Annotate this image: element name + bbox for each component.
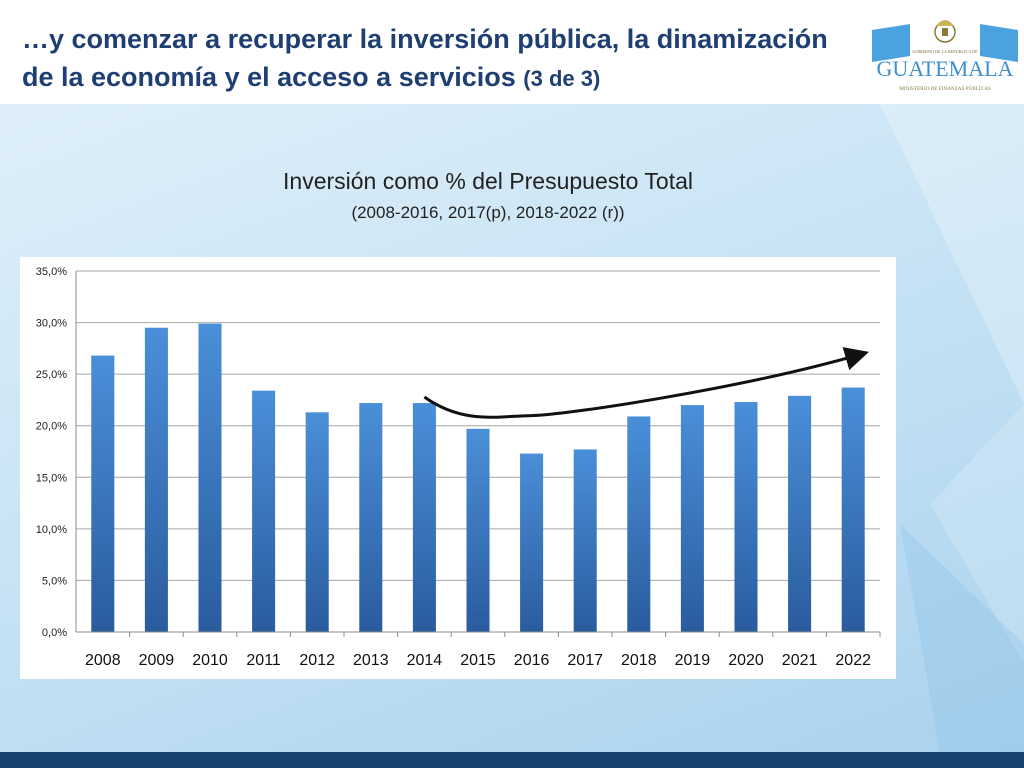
bar-2012 <box>305 412 329 632</box>
slide-header: …y comenzar a recuperar la inversión púb… <box>0 0 1024 104</box>
y-tick-label: 15,0% <box>36 472 67 484</box>
slide-title-main: …y comenzar a recuperar la inversión púb… <box>22 24 828 92</box>
y-tick-label: 10,0% <box>36 524 67 536</box>
y-tick-label: 20,0% <box>36 421 67 433</box>
x-tick-label: 2021 <box>782 652 818 669</box>
bar-2019 <box>680 405 704 632</box>
bar-2013 <box>359 403 383 632</box>
y-tick-label: 5,0% <box>42 575 67 587</box>
y-tick-label: 25,0% <box>36 369 67 381</box>
x-tick-label: 2016 <box>514 652 550 669</box>
x-tick-label: 2019 <box>675 652 711 669</box>
guatemala-logo: GOBIERNO DE LA REPÚBLICA DE GUATEMALA MI… <box>872 20 1018 92</box>
bar-chart: 0,0% 5,0% 10,0% 15,0% 20,0% 25,0% 30,0% 35,0% 2… <box>36 266 881 669</box>
trend-arrow <box>423 347 869 419</box>
x-tick-label: 2020 <box>728 652 764 669</box>
chart-plot-area: 0,0% 5,0% 10,0% 15,0% 20,0% 25,0% 30,0% 35,0% 2… <box>20 257 896 679</box>
logo-wordmark: GUATEMALA <box>877 56 1014 81</box>
y-tick-label: 35,0% <box>36 266 67 278</box>
logo-top-text: GOBIERNO DE LA REPÚBLICA DE <box>912 49 978 54</box>
bars <box>91 323 865 632</box>
x-tick-label: 2009 <box>139 652 175 669</box>
bar-2016 <box>520 453 544 632</box>
bar-2009 <box>144 327 168 632</box>
bar-2018 <box>627 416 651 632</box>
x-tick-label: 2017 <box>567 652 603 669</box>
bar-2008 <box>91 355 115 632</box>
x-tick-label: 2013 <box>353 652 389 669</box>
x-axis-ticks: 2008 2009 2010 2011 2012 2013 2014 2015 2016 2017… <box>76 631 881 669</box>
slide-title: …y comenzar a recuperar la inversión púb… <box>22 20 852 98</box>
y-tick-label: 30,0% <box>36 318 67 330</box>
x-tick-label: 2015 <box>460 652 496 669</box>
bar-2020 <box>734 401 758 632</box>
footer-band <box>0 752 1024 768</box>
x-tick-label: 2014 <box>407 652 443 669</box>
chart-subtitle: (2008-2016, 2017(p), 2018-2022 (r)) <box>351 203 625 222</box>
bar-2022 <box>841 387 865 632</box>
bar-2021 <box>788 395 812 632</box>
y-tick-label: 0,0% <box>42 627 67 639</box>
x-tick-label: 2012 <box>299 652 335 669</box>
bar-2017 <box>573 449 597 632</box>
x-tick-label: 2011 <box>246 652 281 669</box>
y-axis-ticks: 0,0% 5,0% 10,0% 15,0% 20,0% 25,0% 30,0% 35,0% <box>36 266 67 639</box>
x-tick-label: 2022 <box>835 652 871 669</box>
bar-2014 <box>412 403 436 632</box>
logo-bottom-text: MINISTERIO DE FINANZAS PÚBLICAS <box>899 84 991 92</box>
x-tick-label: 2018 <box>621 652 657 669</box>
bar-2011 <box>252 390 276 632</box>
x-tick-label: 2008 <box>85 652 121 669</box>
bar-2015 <box>466 428 490 632</box>
x-tick-label: 2010 <box>192 652 228 669</box>
bar-2010 <box>198 323 222 632</box>
slide-title-suffix: (3 de 3) <box>523 66 601 91</box>
background-shapes <box>880 104 1024 752</box>
chart-title: Inversión como % del Presupuesto Total <box>283 168 693 194</box>
